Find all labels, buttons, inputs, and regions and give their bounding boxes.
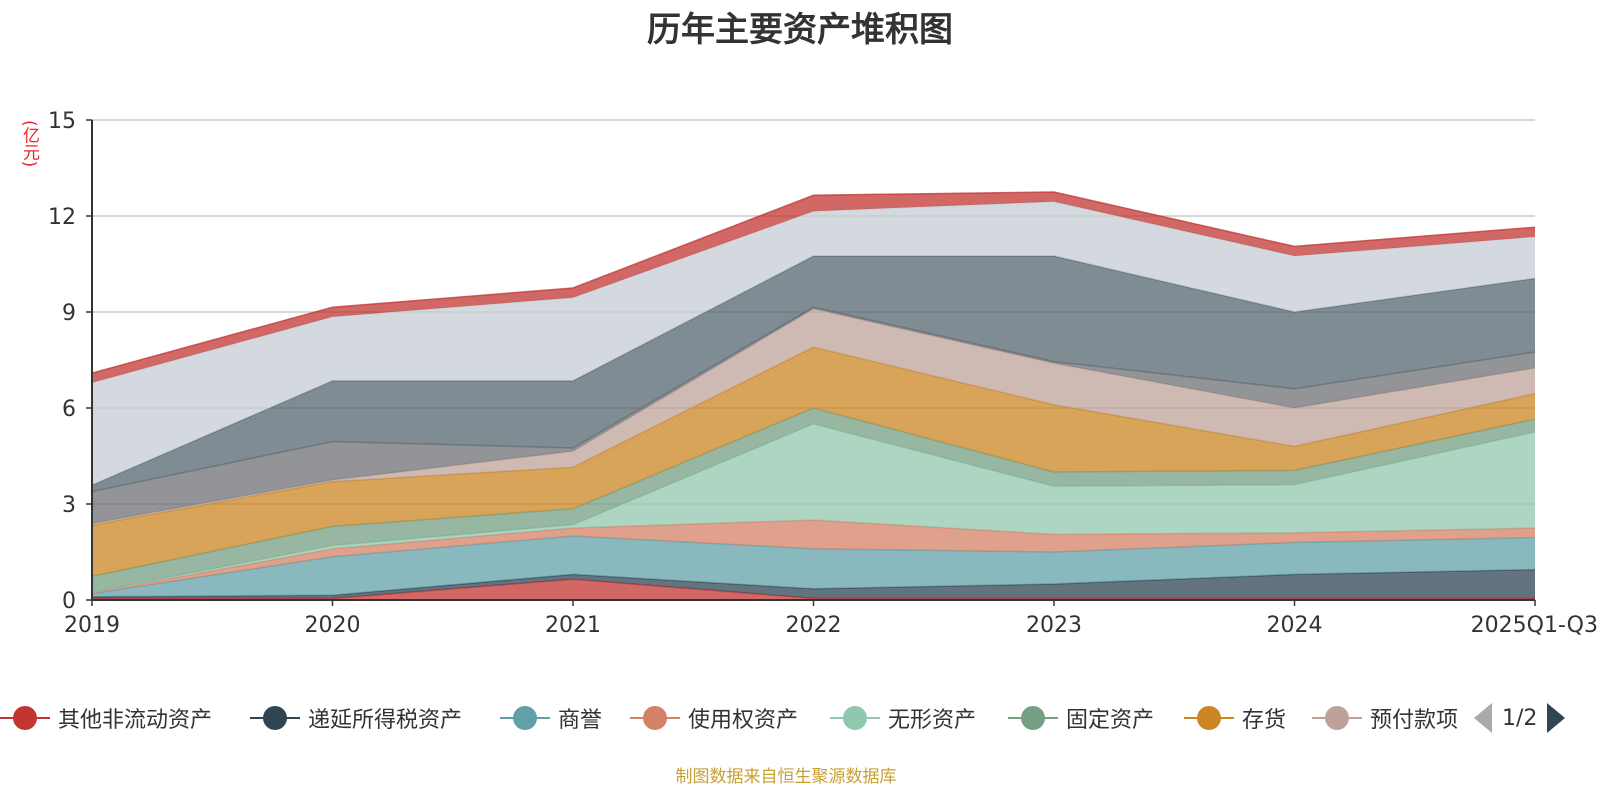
area-商誉[interactable]: [92, 536, 1535, 597]
legend-marker-icon: [1008, 700, 1058, 736]
y-tick-label: 0: [62, 589, 76, 614]
legend-label: 固定资产: [1066, 708, 1155, 733]
area-存货[interactable]: [92, 347, 1535, 577]
x-tick-label: 2019: [64, 613, 120, 638]
legend-item[interactable]: 递延所得税资产: [250, 700, 462, 736]
legend-next-page-icon[interactable]: [1547, 703, 1566, 733]
legend-marker-icon: [630, 700, 680, 736]
legend-label: 递延所得税资产: [308, 708, 463, 733]
y-axis-unit-label: (亿元): [19, 120, 39, 168]
legend-page-indicator: 1/2: [1502, 705, 1538, 731]
legend-label: 其他非流动资产: [58, 708, 213, 733]
legend-label: 商誉: [558, 708, 603, 733]
legend-marker-icon: [0, 700, 50, 736]
data-source-note: 制图数据来自恒生聚源数据库: [675, 767, 897, 787]
area-递延所得税资产[interactable]: [92, 569, 1535, 599]
x-tick-label: 2022: [786, 613, 842, 638]
y-tick-label: 9: [62, 301, 76, 326]
legend-pager: 1/2: [1474, 700, 1566, 736]
x-tick-label: 2020: [305, 613, 361, 638]
legend-label: 无形资产: [888, 708, 977, 733]
x-tick-label: 2021: [545, 613, 601, 638]
area-应收账款[interactable]: [92, 256, 1535, 492]
area-预付款项[interactable]: [92, 308, 1535, 526]
area-line-交易性金融资产: [91, 191, 1536, 374]
legend-prev-page-icon[interactable]: [1474, 703, 1492, 733]
legend-label: 存货: [1242, 708, 1287, 733]
y-tick-label: 6: [62, 397, 76, 422]
legend-label: 使用权资产: [688, 708, 799, 733]
legend-marker-icon: [500, 700, 550, 736]
legend-item[interactable]: 商誉: [500, 700, 602, 736]
area-无形资产[interactable]: [92, 424, 1535, 593]
legend-marker-icon: [250, 700, 300, 736]
legend-item[interactable]: 固定资产: [1008, 700, 1154, 736]
x-tick-label: 2025Q1-Q3: [1471, 613, 1598, 638]
x-tick-label: 2023: [1026, 613, 1082, 638]
legend-marker-icon: [830, 700, 880, 736]
legend: 其他非流动资产 递延所得税资产 商誉 使用权资产 无形资产 固定资产 存货 预付款项: [0, 700, 1600, 736]
x-tick-label: 2024: [1267, 613, 1323, 638]
y-tick-label: 15: [48, 109, 76, 134]
axes: 0 3 6 9 12 15 2019 2020 2021 2022 2023 2024 2025Q1-Q…: [48, 109, 1598, 638]
legend-item[interactable]: 使用权资产: [630, 700, 798, 736]
legend-item[interactable]: 预付款项: [1312, 700, 1458, 736]
legend-item[interactable]: 无形资产: [830, 700, 976, 736]
legend-item[interactable]: 存货: [1184, 700, 1286, 736]
y-tick-label: 12: [48, 205, 76, 230]
chart-title: 历年主要资产堆积图: [647, 10, 953, 50]
area-series: [91, 191, 1536, 600]
legend-marker-icon: [1184, 700, 1234, 736]
legend-marker-icon: [1312, 700, 1362, 736]
legend-item[interactable]: 其他非流动资产: [0, 700, 212, 736]
area-其他非流动资产[interactable]: [92, 579, 1535, 600]
area-货币资金[interactable]: [92, 201, 1535, 486]
legend-label: 预付款项: [1370, 708, 1459, 733]
y-tick-label: 3: [62, 493, 76, 518]
